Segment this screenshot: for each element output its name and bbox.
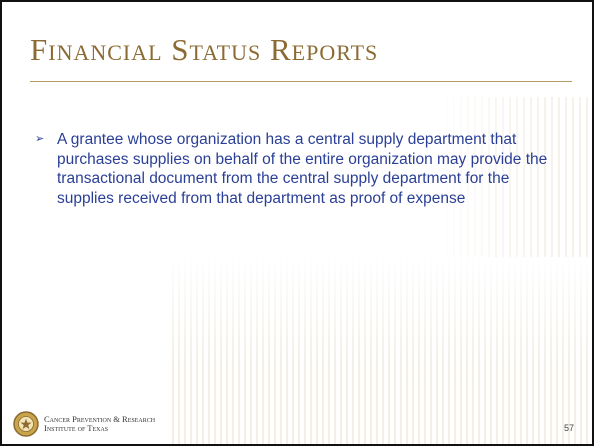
bullet-text: A grantee whose organization has a centr… — [57, 131, 548, 207]
title-rule — [30, 81, 572, 82]
bullet-item: ➢ A grantee whose organization has a cen… — [35, 130, 555, 208]
background-pattern — [432, 97, 592, 257]
page-number: 57 — [564, 423, 575, 433]
org-line: Institute of Texas — [44, 423, 109, 433]
slide-title: Financial Status Reports — [30, 32, 379, 67]
bullet-marker: ➢ — [35, 133, 45, 145]
org-name: Cancer Prevention & Research Institute o… — [44, 415, 155, 433]
background-pattern — [172, 252, 592, 444]
org-line: Cancer Prevention & Research — [44, 414, 156, 424]
logo — [13, 411, 39, 437]
